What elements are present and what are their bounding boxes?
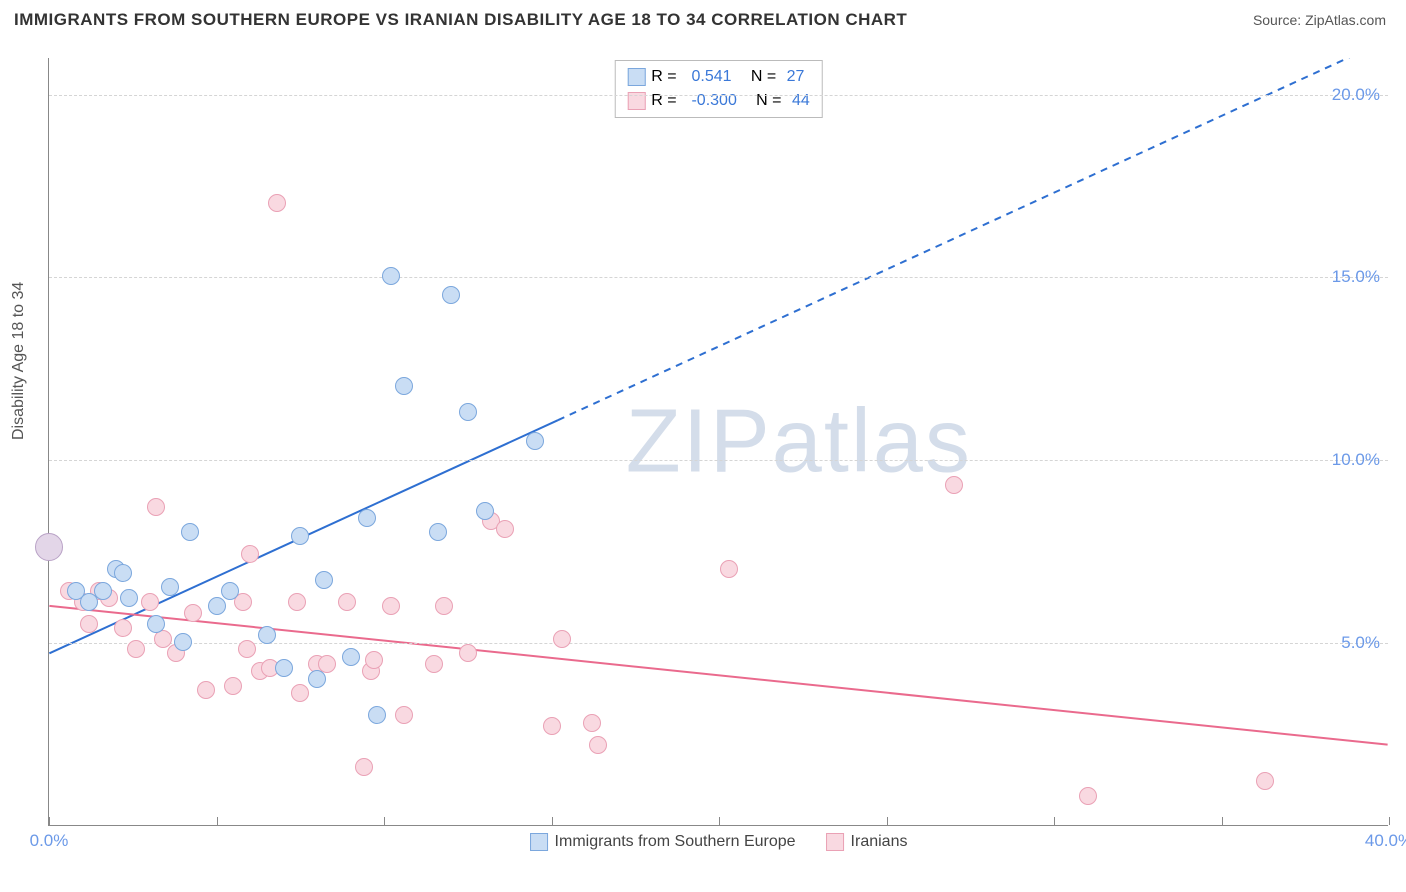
x-tick [49, 817, 50, 825]
x-tick [1389, 817, 1390, 825]
chart-title: IMMIGRANTS FROM SOUTHERN EUROPE VS IRANI… [14, 10, 907, 30]
data-point [368, 706, 386, 724]
correlation-legend: R = 0.541 N = 27 R = -0.300 N = 44 [614, 60, 823, 118]
y-tick-label: 20.0% [1332, 85, 1380, 105]
data-point [94, 582, 112, 600]
x-tick-label: 40.0% [1365, 831, 1406, 851]
n-value: 27 [787, 65, 805, 89]
data-point [161, 578, 179, 596]
data-point [114, 564, 132, 582]
data-point [720, 560, 738, 578]
data-point [355, 758, 373, 776]
data-point [208, 597, 226, 615]
data-point [147, 615, 165, 633]
data-point [459, 644, 477, 662]
series-legend: Immigrants from Southern Europe Iranians [530, 833, 908, 851]
data-point [945, 476, 963, 494]
data-point [315, 571, 333, 589]
data-point [358, 509, 376, 527]
data-point [238, 640, 256, 658]
data-point [221, 582, 239, 600]
data-point [435, 597, 453, 615]
legend-row: R = -0.300 N = 44 [627, 89, 810, 113]
scatter-plot: ZIPatlas R = 0.541 N = 27 R = -0.300 N =… [48, 58, 1388, 826]
data-point [429, 523, 447, 541]
data-point [127, 640, 145, 658]
data-point [224, 677, 242, 695]
data-point [543, 717, 561, 735]
n-value: 44 [792, 89, 810, 113]
data-point [291, 527, 309, 545]
data-point [583, 714, 601, 732]
data-point [526, 432, 544, 450]
data-point [120, 589, 138, 607]
legend-label: Iranians [851, 833, 908, 851]
data-point [338, 593, 356, 611]
legend-swatch [530, 833, 548, 851]
x-tick [1054, 817, 1055, 825]
data-point [184, 604, 202, 622]
x-tick [887, 817, 888, 825]
data-point [181, 523, 199, 541]
legend-swatch [627, 68, 645, 86]
data-point [35, 533, 63, 561]
data-point [258, 626, 276, 644]
legend-swatch [826, 833, 844, 851]
data-point [275, 659, 293, 677]
gridline [49, 95, 1388, 96]
legend-item: Iranians [826, 833, 908, 851]
r-value: 0.541 [691, 65, 731, 89]
data-point [80, 615, 98, 633]
r-value: -0.300 [691, 89, 736, 113]
data-point [174, 633, 192, 651]
data-point [288, 593, 306, 611]
x-tick [1222, 817, 1223, 825]
data-point [1256, 772, 1274, 790]
data-point [197, 681, 215, 699]
data-point [308, 670, 326, 688]
watermark: ZIPatlas [626, 390, 972, 493]
legend-row: R = 0.541 N = 27 [627, 65, 810, 89]
trend-lines [49, 58, 1388, 825]
data-point [114, 619, 132, 637]
gridline [49, 277, 1388, 278]
x-tick [719, 817, 720, 825]
x-tick [217, 817, 218, 825]
data-point [365, 651, 383, 669]
data-point [395, 377, 413, 395]
y-axis-label: Disability Age 18 to 34 [10, 282, 28, 440]
data-point [147, 498, 165, 516]
x-tick [552, 817, 553, 825]
data-point [291, 684, 309, 702]
data-point [382, 267, 400, 285]
legend-item: Immigrants from Southern Europe [530, 833, 796, 851]
data-point [589, 736, 607, 754]
x-tick-label: 0.0% [30, 831, 69, 851]
data-point [141, 593, 159, 611]
x-tick [384, 817, 385, 825]
data-point [553, 630, 571, 648]
data-point [382, 597, 400, 615]
data-point [241, 545, 259, 563]
data-point [425, 655, 443, 673]
data-point [496, 520, 514, 538]
data-point [268, 194, 286, 212]
y-tick-label: 15.0% [1332, 267, 1380, 287]
data-point [476, 502, 494, 520]
source-credit: Source: ZipAtlas.com [1253, 12, 1386, 28]
y-tick-label: 10.0% [1332, 450, 1380, 470]
y-tick-label: 5.0% [1341, 633, 1380, 653]
gridline [49, 460, 1388, 461]
data-point [459, 403, 477, 421]
data-point [395, 706, 413, 724]
data-point [1079, 787, 1097, 805]
data-point [442, 286, 460, 304]
data-point [342, 648, 360, 666]
legend-label: Immigrants from Southern Europe [555, 833, 796, 851]
